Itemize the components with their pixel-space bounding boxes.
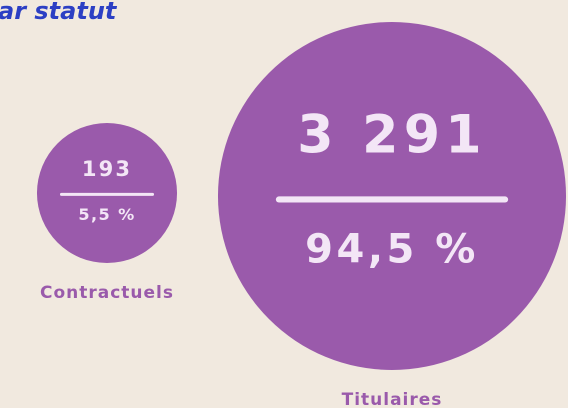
category-label: Contractuels [40,283,174,303]
bubble-value: 3 291 [297,106,487,166]
chart-title: ar statut [0,0,118,25]
bubble [217,21,567,371]
bubble-share: 94,5 % [305,227,479,273]
bubble-share: 5,5 % [78,205,135,224]
category-label: Titulaires [342,390,443,408]
bubble-value: 193 [82,157,132,181]
